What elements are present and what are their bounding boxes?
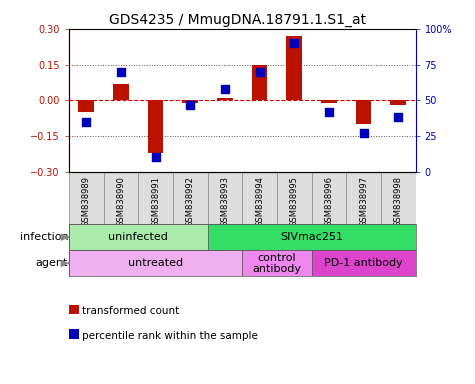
Text: infection: infection [19,232,68,242]
Point [221,86,229,92]
Bar [182,100,198,103]
Text: SIVmac251: SIVmac251 [280,232,343,242]
Text: control
antibody: control antibody [252,253,302,274]
Text: GSM838991: GSM838991 [151,176,160,227]
Point [394,114,402,121]
Bar [208,224,416,250]
Text: transformed count: transformed count [82,306,180,316]
Text: GSM838996: GSM838996 [324,176,333,227]
Text: GSM838989: GSM838989 [82,176,91,227]
Bar [312,172,346,224]
Bar [217,98,233,100]
Bar [78,100,94,112]
Point [360,130,368,136]
Bar [208,172,242,224]
Point [325,109,332,115]
Bar [148,100,163,152]
Text: GSM838994: GSM838994 [255,176,264,227]
Text: PD-1 antibody: PD-1 antibody [324,258,403,268]
Text: GSM838990: GSM838990 [116,176,125,227]
Text: GDS4235 / MmugDNA.18791.1.S1_at: GDS4235 / MmugDNA.18791.1.S1_at [109,13,366,27]
Text: GSM838995: GSM838995 [290,176,299,227]
Bar [69,172,104,224]
Bar [277,172,312,224]
Bar [113,84,129,100]
Bar [286,36,302,100]
Bar [69,250,242,276]
Bar [346,172,381,224]
Point [152,154,160,161]
Text: agent: agent [36,258,68,268]
Bar [252,65,267,100]
Bar [381,172,416,224]
Point [291,40,298,46]
Text: GSM838993: GSM838993 [220,176,229,227]
Bar [173,172,208,224]
Bar [356,100,371,124]
Text: GSM838992: GSM838992 [186,176,195,227]
Text: untreated: untreated [128,258,183,268]
Bar [390,100,406,105]
Text: GSM838997: GSM838997 [359,176,368,227]
Point [83,119,90,125]
Bar [312,250,416,276]
Bar [242,172,277,224]
Text: uninfected: uninfected [108,232,168,242]
Point [256,69,264,75]
Point [117,69,124,75]
Text: percentile rank within the sample: percentile rank within the sample [82,331,258,341]
Bar [104,172,138,224]
Bar [321,100,337,103]
Bar [138,172,173,224]
Point [186,101,194,108]
Text: GSM838998: GSM838998 [394,176,403,227]
Bar [242,250,312,276]
Bar [69,224,208,250]
